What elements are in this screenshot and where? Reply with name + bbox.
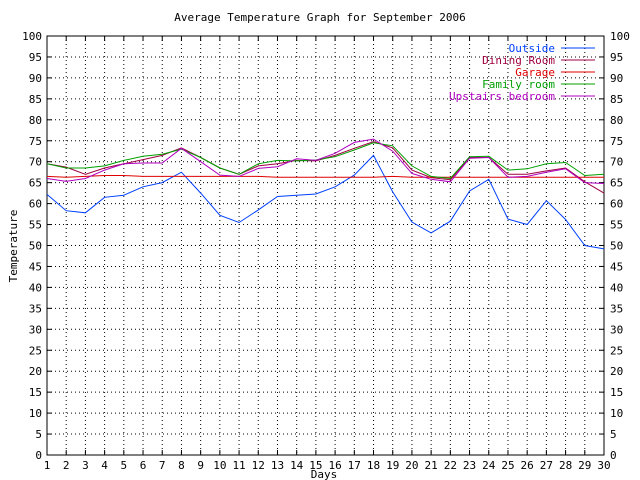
grid-layer bbox=[47, 36, 604, 455]
legend-label: Family room bbox=[482, 78, 555, 91]
x-tick-label: 23 bbox=[463, 459, 476, 472]
y-tick-label-right: 55 bbox=[610, 219, 623, 232]
x-tick-label: 14 bbox=[290, 459, 304, 472]
x-tick-label: 24 bbox=[482, 459, 496, 472]
x-axis-label: Days bbox=[311, 468, 338, 480]
series-line-upstairs-bedroom bbox=[46, 138, 605, 184]
legend-label: Dining Room bbox=[482, 54, 555, 67]
x-tick-label: 20 bbox=[405, 459, 418, 472]
y-tick-label-left: 80 bbox=[29, 114, 42, 127]
y-tick-label-left: 0 bbox=[35, 449, 42, 462]
x-tick-label: 11 bbox=[232, 459, 245, 472]
series-line-family-room bbox=[46, 142, 605, 180]
y-tick-label-right: 95 bbox=[610, 51, 623, 64]
legend-label: Garage bbox=[515, 66, 555, 79]
y-tick-label-right: 0 bbox=[610, 449, 617, 462]
y-tick-label-right: 65 bbox=[610, 177, 623, 190]
y-tick-label-left: 55 bbox=[29, 219, 42, 232]
x-tick-label: 25 bbox=[501, 459, 514, 472]
y-tick-label-right: 35 bbox=[610, 302, 623, 315]
y-tick-label-left: 35 bbox=[29, 302, 42, 315]
y-tick-label-left: 10 bbox=[29, 407, 42, 420]
y-tick-label-left: 45 bbox=[29, 260, 42, 273]
legend-label: Outside bbox=[509, 42, 555, 55]
y-tick-label-right: 60 bbox=[610, 198, 623, 211]
x-tick-label: 26 bbox=[521, 459, 534, 472]
y-tick-label-right: 5 bbox=[610, 428, 617, 441]
y-tick-label-left: 85 bbox=[29, 93, 42, 106]
x-tick-label: 28 bbox=[559, 459, 572, 472]
y-tick-label-right: 45 bbox=[610, 260, 623, 273]
x-tick-label: 9 bbox=[197, 459, 204, 472]
series-layer bbox=[46, 138, 605, 250]
x-tick-label: 16 bbox=[328, 459, 341, 472]
y-tick-label-right: 30 bbox=[610, 323, 623, 336]
y-tick-label-left: 90 bbox=[29, 72, 42, 85]
series-line-outside bbox=[46, 154, 605, 250]
x-tick-label: 12 bbox=[252, 459, 265, 472]
x-tick-label: 29 bbox=[578, 459, 591, 472]
y-tick-label-right: 10 bbox=[610, 407, 623, 420]
x-tick-label: 13 bbox=[271, 459, 284, 472]
x-tick-label: 7 bbox=[159, 459, 166, 472]
y-tick-label-left: 50 bbox=[29, 240, 42, 253]
x-tick-label: 17 bbox=[348, 459, 361, 472]
y-tick-label-right: 15 bbox=[610, 386, 623, 399]
y-tick-label-left: 75 bbox=[29, 135, 42, 148]
x-tick-label: 15 bbox=[309, 459, 322, 472]
y-tick-label-right: 80 bbox=[610, 114, 623, 127]
y-tick-label-right: 25 bbox=[610, 344, 623, 357]
y-tick-label-right: 20 bbox=[610, 365, 623, 378]
y-tick-label-left: 40 bbox=[29, 281, 42, 294]
x-tick-label: 1 bbox=[44, 459, 51, 472]
y-tick-label-left: 15 bbox=[29, 386, 42, 399]
x-tick-label: 3 bbox=[82, 459, 89, 472]
x-tick-label: 19 bbox=[386, 459, 399, 472]
y-tick-label-right: 90 bbox=[610, 72, 623, 85]
y-tick-label-left: 25 bbox=[29, 344, 42, 357]
x-tick-label: 8 bbox=[178, 459, 185, 472]
x-tick-label: 6 bbox=[140, 459, 147, 472]
x-tick-label: 30 bbox=[597, 459, 610, 472]
x-tick-label: 27 bbox=[540, 459, 553, 472]
x-tick-label: 10 bbox=[213, 459, 226, 472]
y-tick-label-left: 70 bbox=[29, 156, 42, 169]
y-tick-label-right: 100 bbox=[610, 30, 630, 43]
chart-title: Average Temperature Graph for September … bbox=[174, 11, 465, 24]
x-tick-label: 22 bbox=[444, 459, 457, 472]
y-tick-label-right: 50 bbox=[610, 240, 623, 253]
y-tick-label-right: 70 bbox=[610, 156, 623, 169]
y-axis-label: Temperature bbox=[7, 210, 20, 283]
y-tick-label-right: 40 bbox=[610, 281, 623, 294]
x-tick-label: 5 bbox=[121, 459, 128, 472]
y-tick-label-left: 95 bbox=[29, 51, 42, 64]
y-tick-label-left: 65 bbox=[29, 177, 42, 190]
y-tick-label-left: 30 bbox=[29, 323, 42, 336]
y-tick-label-left: 20 bbox=[29, 365, 42, 378]
y-tick-label-right: 85 bbox=[610, 93, 623, 106]
x-tick-label: 21 bbox=[425, 459, 438, 472]
x-tick-label: 4 bbox=[101, 459, 108, 472]
x-tick-label: 18 bbox=[367, 459, 380, 472]
y-tick-label-left: 100 bbox=[22, 30, 42, 43]
series-line-dining-room bbox=[46, 141, 605, 194]
tick-layer: 0510152025303540455055606570758085909510… bbox=[22, 30, 630, 472]
y-tick-label-left: 60 bbox=[29, 198, 42, 211]
x-tick-label: 2 bbox=[63, 459, 70, 472]
legend-label: Upstairs bedroom bbox=[449, 90, 555, 103]
y-tick-label-left: 5 bbox=[35, 428, 42, 441]
y-tick-label-right: 75 bbox=[610, 135, 623, 148]
